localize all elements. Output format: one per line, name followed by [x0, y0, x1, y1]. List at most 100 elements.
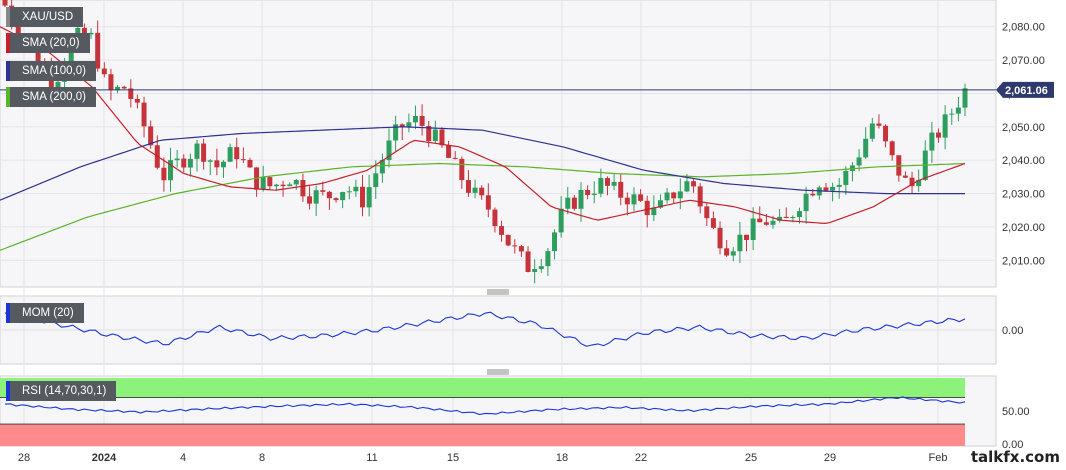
candle-body: [624, 197, 630, 205]
candle-body: [115, 86, 121, 91]
candle-body: [770, 220, 776, 225]
candle-body: [485, 195, 491, 210]
candle-body: [889, 141, 895, 156]
x-tick-label: 4: [180, 452, 186, 464]
candle-body: [697, 186, 703, 207]
x-tick-label: 29: [824, 452, 836, 464]
candle-body: [419, 115, 425, 126]
candle-body: [333, 198, 339, 201]
x-tick-label: 11: [366, 452, 377, 464]
rsi-label[interactable]: RSI (14,70,30,1): [6, 381, 117, 401]
candle-body: [724, 248, 730, 256]
sma200-label[interactable]: SMA (200,0): [6, 87, 96, 107]
candle-body: [75, 27, 81, 37]
candle-body: [876, 123, 882, 126]
candle-body: [406, 122, 412, 128]
candle-body: [412, 115, 418, 123]
candle-body: [81, 27, 87, 35]
candle-body: [280, 184, 286, 187]
candle-body: [168, 160, 174, 181]
candle-body: [830, 186, 836, 191]
y-tick-label: 2,030.00: [1002, 189, 1045, 201]
candle-body: [128, 88, 134, 99]
candle-body: [101, 68, 107, 75]
candle-body: [863, 138, 869, 158]
candle-body: [598, 178, 604, 194]
candle-body: [902, 175, 908, 178]
candle-body: [942, 114, 948, 138]
candle-body: [446, 145, 452, 158]
candle-body: [664, 192, 670, 201]
candle-body: [505, 234, 511, 246]
candle-body: [134, 98, 140, 103]
candle-body: [909, 177, 915, 187]
candle-body: [220, 161, 226, 168]
candle-body: [962, 88, 968, 108]
candle-body: [353, 186, 359, 192]
sma100-label[interactable]: SMA (100,0): [6, 61, 96, 81]
candle-body: [2, 0, 8, 6]
candle-body: [869, 123, 875, 139]
brand-watermark: talkfx.com: [970, 448, 1060, 466]
candle-body: [15, 22, 21, 38]
candle-body: [843, 171, 849, 185]
candle-body: [538, 266, 544, 270]
candle-body: [704, 206, 710, 219]
candle-body: [465, 180, 471, 193]
candle-body: [677, 191, 683, 199]
sma20-line: [0, 26, 966, 225]
candle-body: [161, 167, 167, 181]
candle-body: [459, 158, 465, 181]
candle-body: [571, 197, 577, 209]
rsi-tick-label: 50.00: [1002, 406, 1030, 418]
mom-label[interactable]: MOM (20): [6, 303, 84, 323]
candle-body: [929, 132, 935, 151]
candle-body: [545, 251, 551, 267]
candle-body: [499, 226, 505, 235]
candle-body: [95, 32, 101, 69]
candle-body: [240, 159, 246, 161]
candle-body: [604, 178, 610, 186]
candle-body: [287, 184, 293, 187]
rsi-tick-label: 0.00: [1002, 439, 1023, 451]
candle-body: [307, 196, 313, 204]
last-price-label: 2,061.06: [1005, 85, 1048, 97]
x-tick-label: 28: [18, 452, 30, 464]
x-tick-label: 22: [635, 452, 647, 464]
candle-body: [737, 234, 743, 252]
sma20-label[interactable]: SMA (20,0): [6, 33, 90, 53]
candle-body: [366, 187, 372, 208]
candle-body: [174, 158, 180, 161]
candle-body: [360, 186, 366, 208]
candle-body: [399, 124, 405, 128]
candle-body: [479, 187, 485, 196]
candle-body: [512, 245, 518, 247]
last-price-tag: [996, 81, 1054, 98]
y-tick-label: 2,040.00: [1002, 155, 1045, 167]
candle-body: [836, 184, 842, 187]
y-tick-label: 2,070.00: [1002, 55, 1045, 67]
x-tick-label: Feb: [929, 452, 948, 464]
y-tick-label: 2,020.00: [1002, 222, 1045, 234]
symbol-label[interactable]: XAU/USD: [6, 7, 84, 27]
candle-body: [657, 200, 663, 208]
candle-body: [426, 125, 432, 142]
candle-body: [35, 45, 41, 65]
candle-body: [452, 157, 458, 159]
candle-body: [201, 143, 207, 162]
candle-body: [896, 155, 902, 176]
candle-body: [651, 207, 657, 216]
mom-line: [4, 311, 966, 347]
candle-body: [326, 191, 332, 199]
candle-body: [207, 160, 213, 162]
candle-body: [300, 179, 306, 197]
candle-body: [393, 124, 399, 141]
candle-body: [790, 217, 796, 219]
candle-body: [181, 158, 187, 168]
y-tick-label: 2,010.00: [1002, 255, 1045, 267]
x-tick-label: 25: [745, 452, 757, 464]
candle-body: [320, 190, 326, 192]
rsi-line: [4, 396, 966, 416]
candle-body: [671, 192, 677, 199]
